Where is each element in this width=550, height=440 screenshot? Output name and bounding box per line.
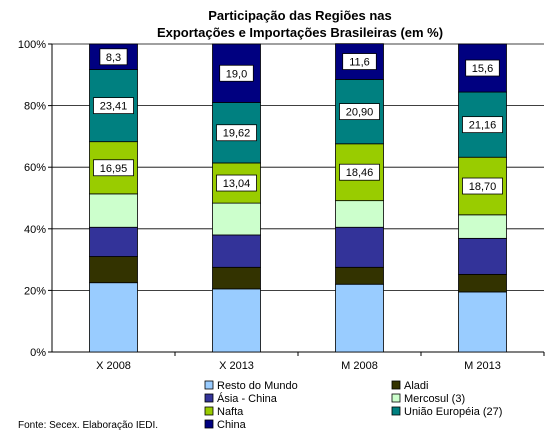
bar-segment	[458, 214, 507, 239]
y-tick-label: 20%	[24, 285, 46, 297]
bar-segment	[89, 282, 138, 353]
bar-segment	[335, 266, 384, 285]
legend-entry: Aladi	[404, 380, 428, 392]
legend-entry: China	[217, 419, 247, 431]
legend-swatch	[204, 393, 214, 403]
y-tick-label: 100%	[18, 39, 46, 51]
legend-entry: União Européia (27)	[404, 406, 502, 418]
data-label: 8,3	[106, 52, 121, 64]
source-note: Fonte: Secex. Elaboração IEDI.	[18, 420, 158, 431]
data-label: 15,6	[472, 63, 493, 75]
bar-segment	[212, 234, 261, 268]
y-tick-label: 80%	[24, 101, 46, 113]
data-label: 11,6	[349, 57, 370, 69]
bar-segment	[335, 226, 384, 268]
data-label-box	[342, 53, 377, 70]
data-label: 19,62	[223, 128, 251, 140]
bar-segment	[89, 256, 138, 284]
data-label: 16,95	[100, 163, 128, 175]
legend-swatch	[391, 380, 401, 390]
chart-title-line-2: Exportações e Importações Brasileiras (e…	[157, 25, 443, 40]
data-label-box	[216, 174, 257, 192]
data-label-box	[465, 59, 500, 77]
y-tick-label: 40%	[24, 224, 46, 236]
legend-swatch	[204, 419, 214, 429]
legend-swatch	[391, 406, 401, 416]
x-tick-label: M 2013	[464, 360, 501, 372]
bar-segment	[89, 193, 138, 228]
bar-segment	[458, 291, 507, 353]
data-label-box	[462, 177, 503, 195]
bar-segment	[212, 202, 261, 236]
bar-segment	[212, 288, 261, 353]
data-label-box	[462, 116, 503, 134]
bar-segment	[212, 266, 261, 290]
data-label: 13,04	[223, 178, 251, 190]
data-label: 21,16	[469, 120, 497, 132]
bar-segment	[458, 237, 507, 275]
plot-area: 0% 20% 40% 60% 80% 100% 16,95 23,41 8,3 X 2008 13,…	[18, 39, 545, 372]
data-label: 18,46	[346, 167, 374, 179]
data-label-box	[219, 64, 254, 82]
legend-entry: Ásia - China	[217, 392, 278, 405]
data-label-box	[93, 159, 134, 177]
legend-entry: Nafta	[217, 406, 244, 418]
legend-swatch	[391, 393, 401, 403]
bar-segment	[335, 283, 384, 353]
bar-segment	[335, 200, 384, 228]
data-label: 18,70	[469, 181, 497, 193]
chart-title-line-1: Participação das Regiões nas	[208, 8, 392, 23]
y-tick-label: 60%	[24, 162, 46, 174]
data-label-box	[99, 48, 128, 66]
legend-entry: Mercosul (3)	[404, 393, 465, 405]
x-tick-label: X 2008	[96, 360, 131, 372]
legend: Resto do Mundo Aladi Ásia - China Mercosul …	[204, 380, 502, 431]
data-label-box	[339, 163, 380, 181]
data-label-box	[339, 103, 380, 121]
data-label: 23,41	[100, 101, 128, 113]
legend-swatch	[204, 406, 214, 416]
bar-segment	[89, 226, 138, 257]
legend-swatch	[204, 380, 214, 390]
x-tick-label: M 2008	[341, 360, 378, 372]
data-label: 19,0	[226, 68, 247, 80]
data-label: 20,90	[346, 107, 374, 119]
data-label-box	[93, 97, 134, 115]
data-label-box	[216, 124, 257, 142]
x-tick-label: X 2013	[219, 360, 254, 372]
legend-entry: Resto do Mundo	[217, 380, 298, 392]
bar-segment	[458, 273, 507, 293]
y-tick-label: 0%	[30, 347, 46, 359]
